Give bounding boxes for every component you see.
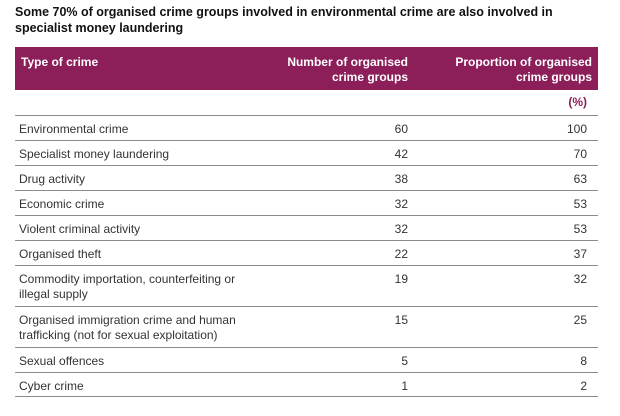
table-row: Organised immigration crime and human tr… [15,306,598,347]
crime-table: Type of crime Number of organised crime … [15,47,598,397]
crime-type-cell: Violent criminal activity [19,222,141,236]
table-row: Organised theft 22 37 [15,240,598,265]
unit-row: (%) [15,90,598,115]
count-cell: 1 [401,379,408,393]
table-title: Some 70% of organised crime groups invol… [15,5,553,35]
crime-type-cell: Environmental crime [19,122,129,136]
crime-type-cell: Cyber crime [19,379,84,393]
table-row: Environmental crime 60 100 [15,115,598,140]
crime-type-cell: Sexual offences [19,354,105,368]
percent-cell: 70 [573,147,587,161]
count-cell: 60 [394,122,408,136]
crime-type-cell: Specialist money laundering [19,147,170,161]
count-cell: 22 [394,247,408,261]
table-row: Cyber crime 1 2 [15,372,598,397]
table-row: Drug activity 38 63 [15,165,598,190]
percent-cell: 32 [573,272,587,286]
table-row: Violent criminal activity 32 53 [15,215,598,240]
count-cell: 19 [394,272,408,286]
table-row: Sexual offences 5 8 [15,347,598,372]
crime-type-cell: Organised theft [19,247,102,261]
crime-type-cell: Commodity importation, counterfeiting or… [19,272,236,301]
count-cell: 42 [394,147,408,161]
count-cell: 32 [394,222,408,236]
percent-cell: 53 [573,222,587,236]
header-proportion-of-groups: Proportion of organised crime groups [455,55,592,84]
crime-type-cell: Organised immigration crime and human tr… [19,313,236,342]
table-row: Specialist money laundering 42 70 [15,140,598,165]
count-cell: 5 [401,354,408,368]
count-cell: 15 [394,313,408,327]
header-number-of-groups: Number of organised crime groups [287,55,408,84]
header-type-of-crime: Type of crime [21,55,99,69]
percent-cell: 53 [573,197,587,211]
percent-cell: 8 [580,354,587,368]
count-cell: 32 [394,197,408,211]
percent-cell: 63 [573,172,587,186]
table-row: Commodity importation, counterfeiting or… [15,265,598,306]
crime-type-cell: Economic crime [19,197,105,211]
percent-unit-label: (%) [568,95,587,109]
percent-cell: 37 [573,247,587,261]
percent-cell: 2 [580,379,587,393]
percent-cell: 100 [566,122,587,136]
crime-type-cell: Drug activity [19,172,86,186]
table-row: Economic crime 32 53 [15,190,598,215]
percent-cell: 25 [573,313,587,327]
count-cell: 38 [394,172,408,186]
table-header: Type of crime Number of organised crime … [15,47,598,90]
